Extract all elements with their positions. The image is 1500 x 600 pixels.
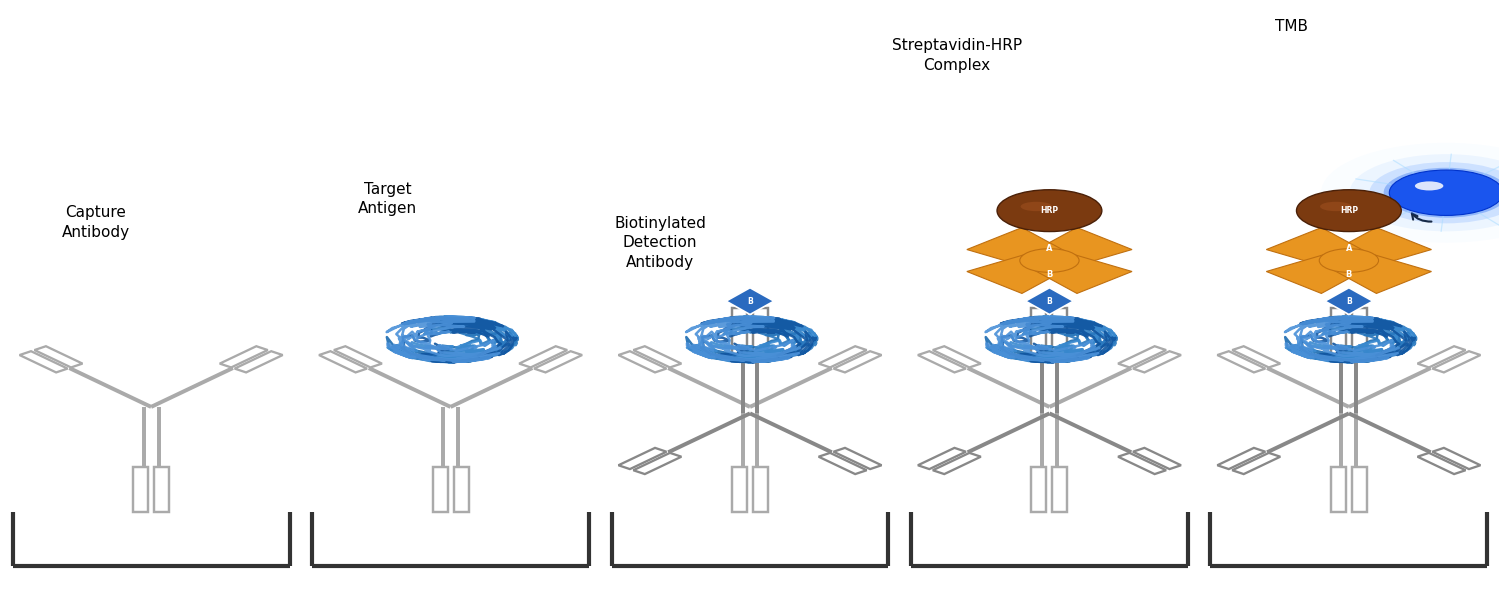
Circle shape (1020, 248, 1078, 272)
Circle shape (998, 190, 1102, 232)
Polygon shape (834, 351, 882, 373)
Text: B: B (1047, 296, 1053, 305)
Polygon shape (1330, 253, 1431, 293)
Polygon shape (968, 253, 1068, 293)
Bar (432, 467, 447, 512)
Polygon shape (819, 346, 867, 367)
Polygon shape (219, 346, 268, 367)
Text: B: B (1047, 270, 1053, 279)
Circle shape (1350, 154, 1500, 232)
Polygon shape (1418, 453, 1466, 474)
Polygon shape (1232, 453, 1281, 474)
Bar (732, 467, 747, 512)
Bar (1352, 308, 1366, 353)
Polygon shape (726, 288, 774, 314)
Polygon shape (618, 448, 666, 469)
Polygon shape (234, 351, 282, 373)
Bar (1053, 467, 1068, 512)
Polygon shape (1418, 346, 1466, 367)
Polygon shape (819, 453, 867, 474)
Ellipse shape (1320, 202, 1352, 211)
Polygon shape (1218, 448, 1266, 469)
Bar (1053, 308, 1068, 353)
Circle shape (1318, 248, 1378, 272)
Polygon shape (519, 346, 567, 367)
Circle shape (1389, 170, 1500, 215)
Polygon shape (20, 351, 68, 373)
Polygon shape (1232, 346, 1281, 367)
Text: Streptavidin-HRP
Complex: Streptavidin-HRP Complex (891, 38, 1022, 73)
Polygon shape (918, 448, 966, 469)
Ellipse shape (1414, 181, 1443, 190)
Polygon shape (334, 346, 382, 367)
Circle shape (1296, 190, 1401, 232)
Bar (1032, 308, 1047, 353)
Text: A: A (1346, 244, 1352, 253)
Text: HRP: HRP (1041, 206, 1059, 215)
Bar (154, 467, 170, 512)
Polygon shape (320, 351, 368, 373)
Polygon shape (1266, 227, 1368, 268)
Polygon shape (1118, 346, 1166, 367)
Bar (732, 308, 747, 353)
Text: Biotinylated
Detection
Antibody: Biotinylated Detection Antibody (614, 215, 706, 270)
Polygon shape (933, 346, 981, 367)
Bar (453, 467, 468, 512)
Polygon shape (1132, 351, 1180, 373)
Bar (134, 467, 148, 512)
Bar (1032, 467, 1047, 512)
Bar (1330, 467, 1346, 512)
Circle shape (1370, 162, 1500, 223)
Polygon shape (968, 227, 1068, 268)
Circle shape (1383, 168, 1500, 218)
Text: A: A (1046, 244, 1053, 253)
Text: Capture
Antibody: Capture Antibody (62, 205, 130, 240)
Polygon shape (1132, 448, 1180, 469)
Polygon shape (1218, 351, 1266, 373)
Text: B: B (1346, 270, 1352, 279)
Polygon shape (1030, 253, 1132, 293)
Bar (753, 308, 768, 353)
Text: Target
Antigen: Target Antigen (358, 182, 417, 217)
Polygon shape (918, 351, 966, 373)
Polygon shape (633, 453, 681, 474)
Polygon shape (633, 346, 681, 367)
Bar (1330, 308, 1346, 353)
Polygon shape (534, 351, 582, 373)
Text: HRP: HRP (1340, 206, 1358, 215)
Polygon shape (1330, 227, 1431, 268)
Polygon shape (1030, 227, 1132, 268)
Polygon shape (1266, 253, 1368, 293)
Ellipse shape (1020, 202, 1052, 211)
Polygon shape (933, 453, 981, 474)
Polygon shape (1118, 453, 1166, 474)
Polygon shape (834, 448, 882, 469)
Polygon shape (1026, 288, 1074, 314)
Text: TMB: TMB (1275, 19, 1308, 34)
Polygon shape (34, 346, 82, 367)
Text: B: B (1346, 296, 1352, 305)
Bar (753, 467, 768, 512)
Bar (1352, 467, 1366, 512)
Polygon shape (618, 351, 666, 373)
Polygon shape (1432, 448, 1480, 469)
Polygon shape (1324, 288, 1372, 314)
Text: B: B (747, 296, 753, 305)
Polygon shape (1432, 351, 1480, 373)
